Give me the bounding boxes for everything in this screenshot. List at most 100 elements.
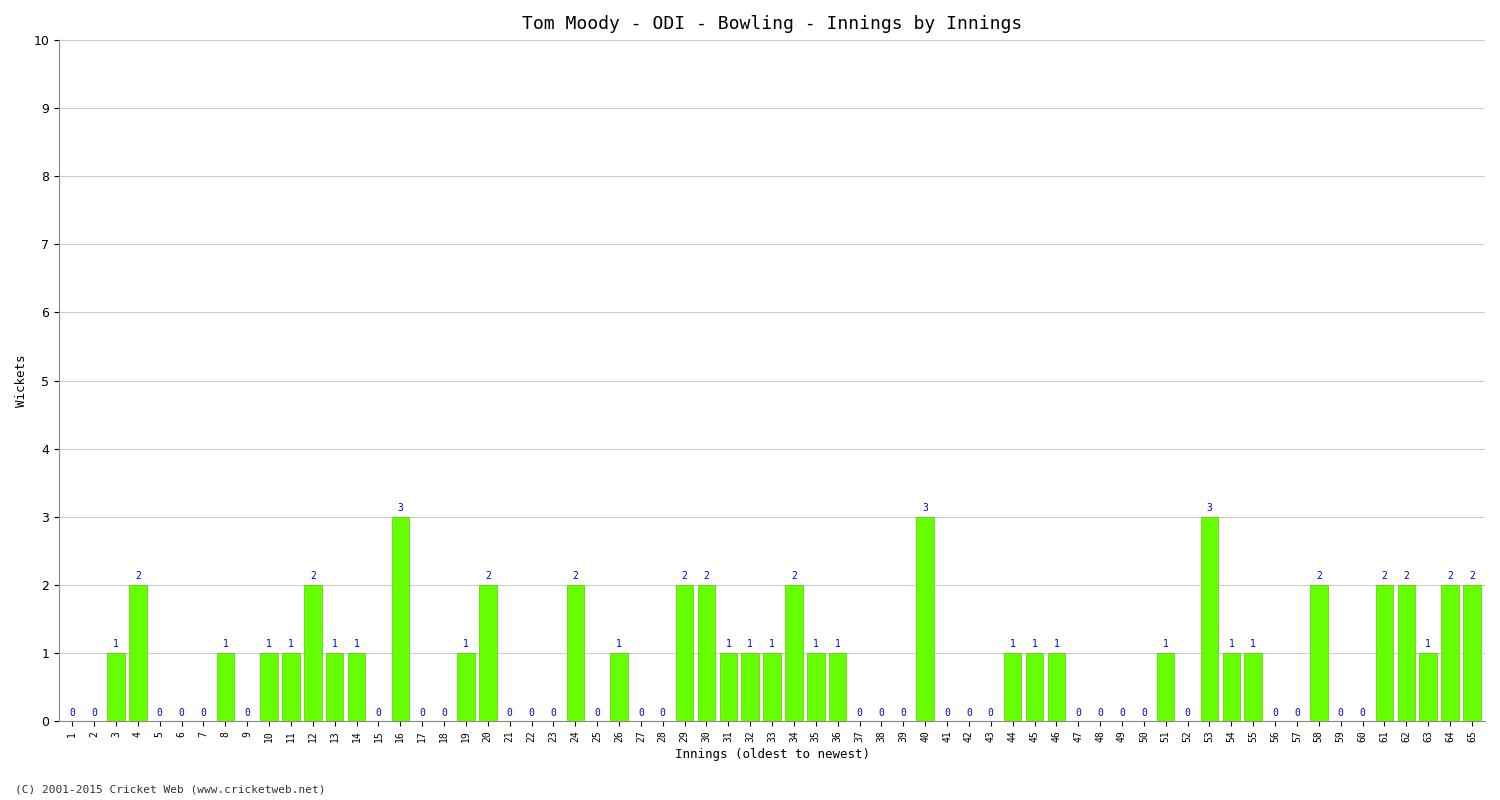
Text: 1: 1: [726, 639, 732, 650]
Text: 0: 0: [92, 707, 98, 718]
Text: 0: 0: [1142, 707, 1148, 718]
Text: 1: 1: [1162, 639, 1168, 650]
Text: 2: 2: [704, 571, 710, 582]
Text: 1: 1: [834, 639, 840, 650]
Bar: [1156, 653, 1174, 721]
Bar: [830, 653, 846, 721]
Text: 1: 1: [813, 639, 819, 650]
Bar: [1200, 517, 1218, 721]
Text: 2: 2: [1468, 571, 1474, 582]
Bar: [478, 585, 496, 721]
Text: 0: 0: [375, 707, 381, 718]
Bar: [392, 517, 410, 721]
Text: 0: 0: [856, 707, 862, 718]
Text: 0: 0: [158, 707, 162, 718]
Text: 2: 2: [573, 571, 578, 582]
Bar: [1004, 653, 1022, 721]
Bar: [1245, 653, 1262, 721]
Text: 1: 1: [1251, 639, 1256, 650]
Text: 0: 0: [988, 707, 993, 718]
Text: 1: 1: [1228, 639, 1234, 650]
Bar: [348, 653, 366, 721]
Bar: [741, 653, 759, 721]
Bar: [216, 653, 234, 721]
Bar: [1047, 653, 1065, 721]
Text: 0: 0: [1096, 707, 1102, 718]
Text: 0: 0: [1338, 707, 1344, 718]
Bar: [1398, 585, 1414, 721]
Text: 0: 0: [507, 707, 513, 718]
Text: 1: 1: [266, 639, 272, 650]
Text: 0: 0: [1076, 707, 1082, 718]
Text: 1: 1: [747, 639, 753, 650]
Text: 1: 1: [1053, 639, 1059, 650]
Text: 2: 2: [681, 571, 687, 582]
Text: 0: 0: [178, 707, 184, 718]
Title: Tom Moody - ODI - Bowling - Innings by Innings: Tom Moody - ODI - Bowling - Innings by I…: [522, 15, 1022, 33]
Text: 2: 2: [1448, 571, 1454, 582]
Text: 3: 3: [1206, 503, 1212, 514]
Bar: [261, 653, 278, 721]
Bar: [282, 653, 300, 721]
Text: 0: 0: [244, 707, 250, 718]
Bar: [326, 653, 344, 721]
Text: 2: 2: [484, 571, 490, 582]
Text: 0: 0: [1294, 707, 1300, 718]
Text: 2: 2: [1404, 571, 1408, 582]
Text: 0: 0: [1359, 707, 1365, 718]
Bar: [784, 585, 802, 721]
Bar: [129, 585, 147, 721]
Text: 0: 0: [966, 707, 972, 718]
Text: 1: 1: [112, 639, 118, 650]
Bar: [1419, 653, 1437, 721]
Text: 1: 1: [1010, 639, 1016, 650]
Text: 0: 0: [528, 707, 534, 718]
Bar: [698, 585, 715, 721]
Bar: [610, 653, 627, 721]
Text: 0: 0: [419, 707, 424, 718]
Text: 2: 2: [310, 571, 316, 582]
Bar: [720, 653, 736, 721]
Y-axis label: Wickets: Wickets: [15, 354, 28, 406]
Bar: [108, 653, 124, 721]
Text: 0: 0: [441, 707, 447, 718]
Bar: [676, 585, 693, 721]
Text: 0: 0: [944, 707, 950, 718]
Text: 3: 3: [922, 503, 928, 514]
Bar: [1376, 585, 1394, 721]
X-axis label: Innings (oldest to newest): Innings (oldest to newest): [675, 748, 870, 761]
Text: 1: 1: [464, 639, 470, 650]
Bar: [567, 585, 584, 721]
Text: 2: 2: [1382, 571, 1388, 582]
Text: 1: 1: [1425, 639, 1431, 650]
Text: 0: 0: [638, 707, 644, 718]
Text: 0: 0: [201, 707, 207, 718]
Text: 0: 0: [550, 707, 556, 718]
Bar: [1026, 653, 1042, 721]
Text: 1: 1: [288, 639, 294, 650]
Text: 3: 3: [398, 503, 404, 514]
Text: 1: 1: [770, 639, 776, 650]
Bar: [1222, 653, 1240, 721]
Text: 1: 1: [354, 639, 360, 650]
Bar: [1310, 585, 1328, 721]
Text: 2: 2: [790, 571, 796, 582]
Text: 1: 1: [332, 639, 338, 650]
Bar: [1442, 585, 1460, 721]
Bar: [458, 653, 474, 721]
Text: 1: 1: [616, 639, 622, 650]
Text: 0: 0: [69, 707, 75, 718]
Bar: [1462, 585, 1480, 721]
Text: 0: 0: [879, 707, 885, 718]
Text: 0: 0: [1185, 707, 1191, 718]
Text: 0: 0: [1119, 707, 1125, 718]
Bar: [764, 653, 782, 721]
Text: 2: 2: [135, 571, 141, 582]
Bar: [916, 517, 934, 721]
Text: 0: 0: [660, 707, 666, 718]
Text: 2: 2: [1316, 571, 1322, 582]
Text: (C) 2001-2015 Cricket Web (www.cricketweb.net): (C) 2001-2015 Cricket Web (www.cricketwe…: [15, 784, 326, 794]
Text: 0: 0: [594, 707, 600, 718]
Text: 1: 1: [1032, 639, 1038, 650]
Bar: [807, 653, 825, 721]
